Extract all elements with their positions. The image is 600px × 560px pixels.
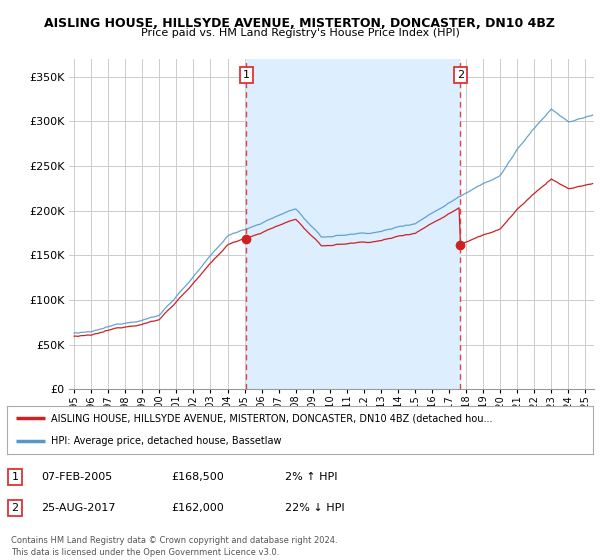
Bar <box>246 59 460 389</box>
Text: Contains HM Land Registry data © Crown copyright and database right 2024.
This d: Contains HM Land Registry data © Crown c… <box>11 536 337 557</box>
Text: HPI: Average price, detached house, Bassetlaw: HPI: Average price, detached house, Bass… <box>51 436 281 446</box>
Text: £168,500: £168,500 <box>171 472 224 482</box>
Text: 2: 2 <box>457 70 464 80</box>
Text: AISLING HOUSE, HILLSYDE AVENUE, MISTERTON, DONCASTER, DN10 4BZ: AISLING HOUSE, HILLSYDE AVENUE, MISTERTO… <box>44 17 556 30</box>
Text: £162,000: £162,000 <box>171 503 224 513</box>
Text: Price paid vs. HM Land Registry's House Price Index (HPI): Price paid vs. HM Land Registry's House … <box>140 28 460 38</box>
Text: 2: 2 <box>11 503 19 513</box>
Text: 1: 1 <box>243 70 250 80</box>
Text: AISLING HOUSE, HILLSYDE AVENUE, MISTERTON, DONCASTER, DN10 4BZ (detached hou...: AISLING HOUSE, HILLSYDE AVENUE, MISTERTO… <box>51 413 493 423</box>
Text: 1: 1 <box>11 472 19 482</box>
Text: 2% ↑ HPI: 2% ↑ HPI <box>285 472 337 482</box>
Text: 25-AUG-2017: 25-AUG-2017 <box>41 503 115 513</box>
Text: 07-FEB-2005: 07-FEB-2005 <box>41 472 112 482</box>
Text: 22% ↓ HPI: 22% ↓ HPI <box>285 503 344 513</box>
